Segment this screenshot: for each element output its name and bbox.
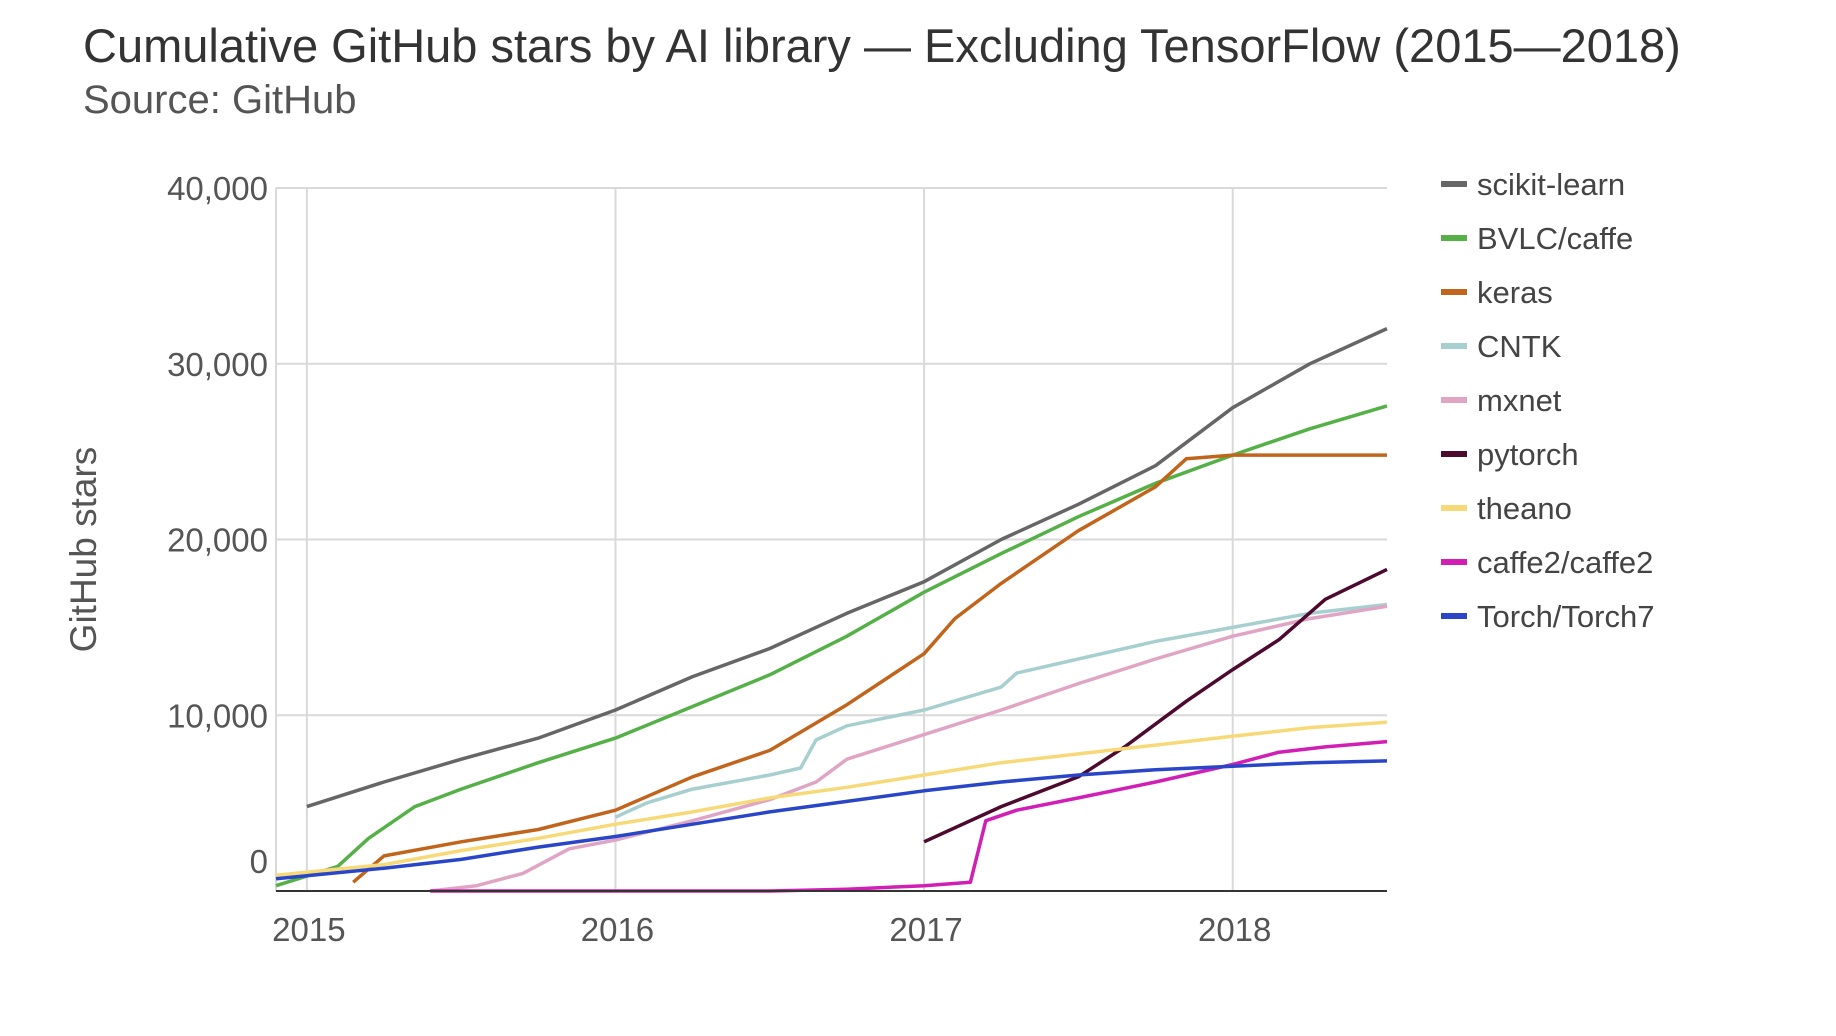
series-line-5 xyxy=(923,567,1388,844)
series-lines xyxy=(275,327,1388,893)
legend-label: scikit-learn xyxy=(1477,167,1625,202)
series-line-7 xyxy=(430,739,1388,893)
series-line-3 xyxy=(614,602,1388,819)
chart-subtitle: Source: GitHub xyxy=(83,78,357,122)
y-tick-label: 20,000 xyxy=(167,522,268,559)
y-axis-ticks: 0 10,000 20,000 30,000 40,000 xyxy=(167,170,268,880)
legend-label: keras xyxy=(1477,275,1553,310)
series-line-0 xyxy=(306,327,1388,809)
legend-label: mxnet xyxy=(1477,383,1562,418)
x-tick-label: 2018 xyxy=(1198,911,1271,948)
grid xyxy=(275,187,1387,891)
legend-label: BVLC/caffe xyxy=(1477,221,1633,256)
series-line-1 xyxy=(275,404,1388,888)
x-tick-label: 2016 xyxy=(581,911,654,948)
series-line-6 xyxy=(275,720,1388,877)
series-line-8 xyxy=(275,759,1388,881)
legend-label: CNTK xyxy=(1477,329,1562,364)
x-tick-label: 2017 xyxy=(889,911,962,948)
x-axis-ticks: 2015 2016 2017 2018 xyxy=(272,911,1271,948)
y-tick-label: 30,000 xyxy=(167,346,268,383)
legend-label: theano xyxy=(1477,491,1572,526)
series-line-4 xyxy=(430,604,1388,893)
legend-label: pytorch xyxy=(1477,437,1579,472)
legend: scikit-learn BVLC/caffe keras CNTK mxnet pyto… xyxy=(1441,167,1654,634)
x-tick-label: 2015 xyxy=(272,911,345,948)
y-tick-label: 40,000 xyxy=(167,170,268,207)
y-tick-label: 10,000 xyxy=(167,697,268,734)
chart-title: Cumulative GitHub stars by AI library — … xyxy=(83,19,1681,72)
y-tick-label: 0 xyxy=(250,843,268,880)
series-line-2 xyxy=(352,453,1387,884)
y-axis-label: GitHub stars xyxy=(63,447,104,653)
legend-label: caffe2/caffe2 xyxy=(1477,545,1653,580)
legend-label: Torch/Torch7 xyxy=(1477,599,1654,634)
